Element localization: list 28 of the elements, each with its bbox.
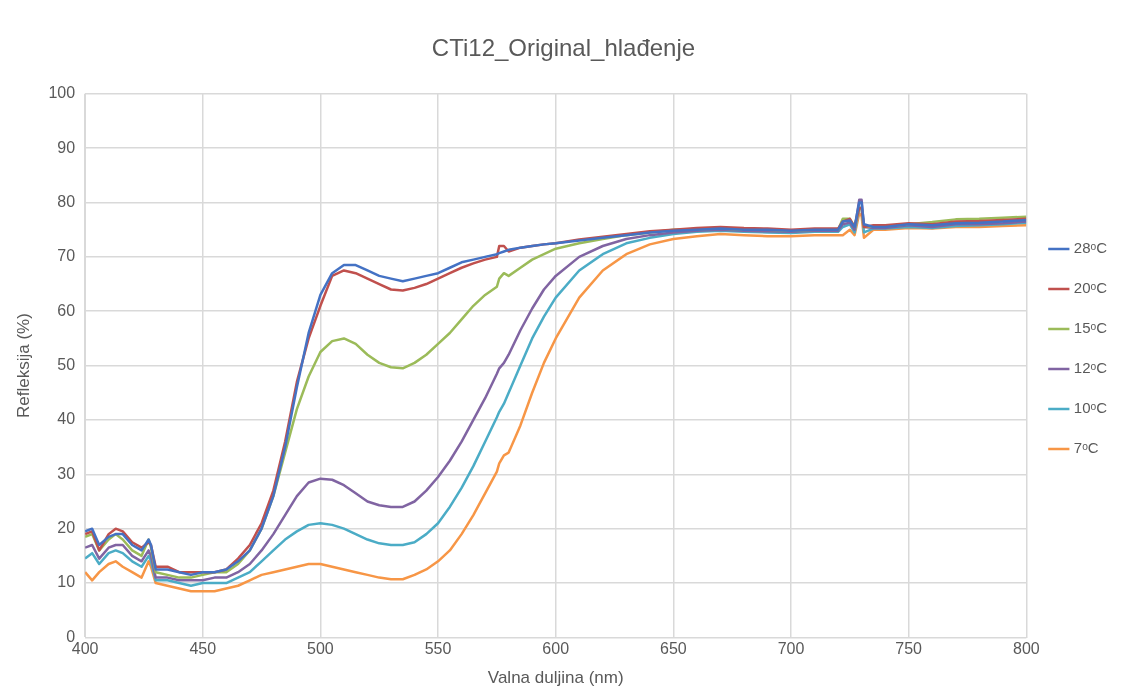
x-tick-label: 450 <box>189 640 217 658</box>
x-tick-label: 800 <box>1012 640 1040 658</box>
x-tick-label: 500 <box>307 640 334 658</box>
y-axis-title: Refleksija (%) <box>13 313 33 419</box>
legend-label: 12ᵒC <box>1073 359 1108 377</box>
y-tick-label: 80 <box>57 192 76 210</box>
y-tick-label: 30 <box>57 464 76 482</box>
legend-label: 28ᵒC <box>1073 239 1108 257</box>
y-tick-label: 10 <box>57 573 76 591</box>
legend-label: 15ᵒC <box>1073 319 1108 337</box>
x-axis-title: Valna duljina (nm) <box>487 668 624 688</box>
x-tick-label: 550 <box>424 640 452 658</box>
y-tick-label: 20 <box>57 519 76 537</box>
chart-title: CTi12_Original_hlađenje <box>431 34 696 62</box>
x-tick-label: 700 <box>777 640 805 658</box>
legend-label: 20ᵒC <box>1073 279 1108 297</box>
x-tick-label: 600 <box>542 640 570 658</box>
legend-label: 10ᵒC <box>1073 399 1108 417</box>
y-tick-label: 70 <box>57 247 76 265</box>
y-tick-label: 50 <box>57 356 76 374</box>
y-tick-label: 0 <box>66 627 76 645</box>
x-tick-label: 750 <box>895 640 923 658</box>
y-tick-label: 90 <box>57 138 76 156</box>
y-tick-label: 100 <box>48 84 76 102</box>
legend-label: 7ᵒC <box>1073 439 1099 457</box>
y-tick-label: 60 <box>57 301 76 319</box>
y-tick-label: 40 <box>57 410 76 428</box>
x-tick-label: 650 <box>660 640 687 658</box>
